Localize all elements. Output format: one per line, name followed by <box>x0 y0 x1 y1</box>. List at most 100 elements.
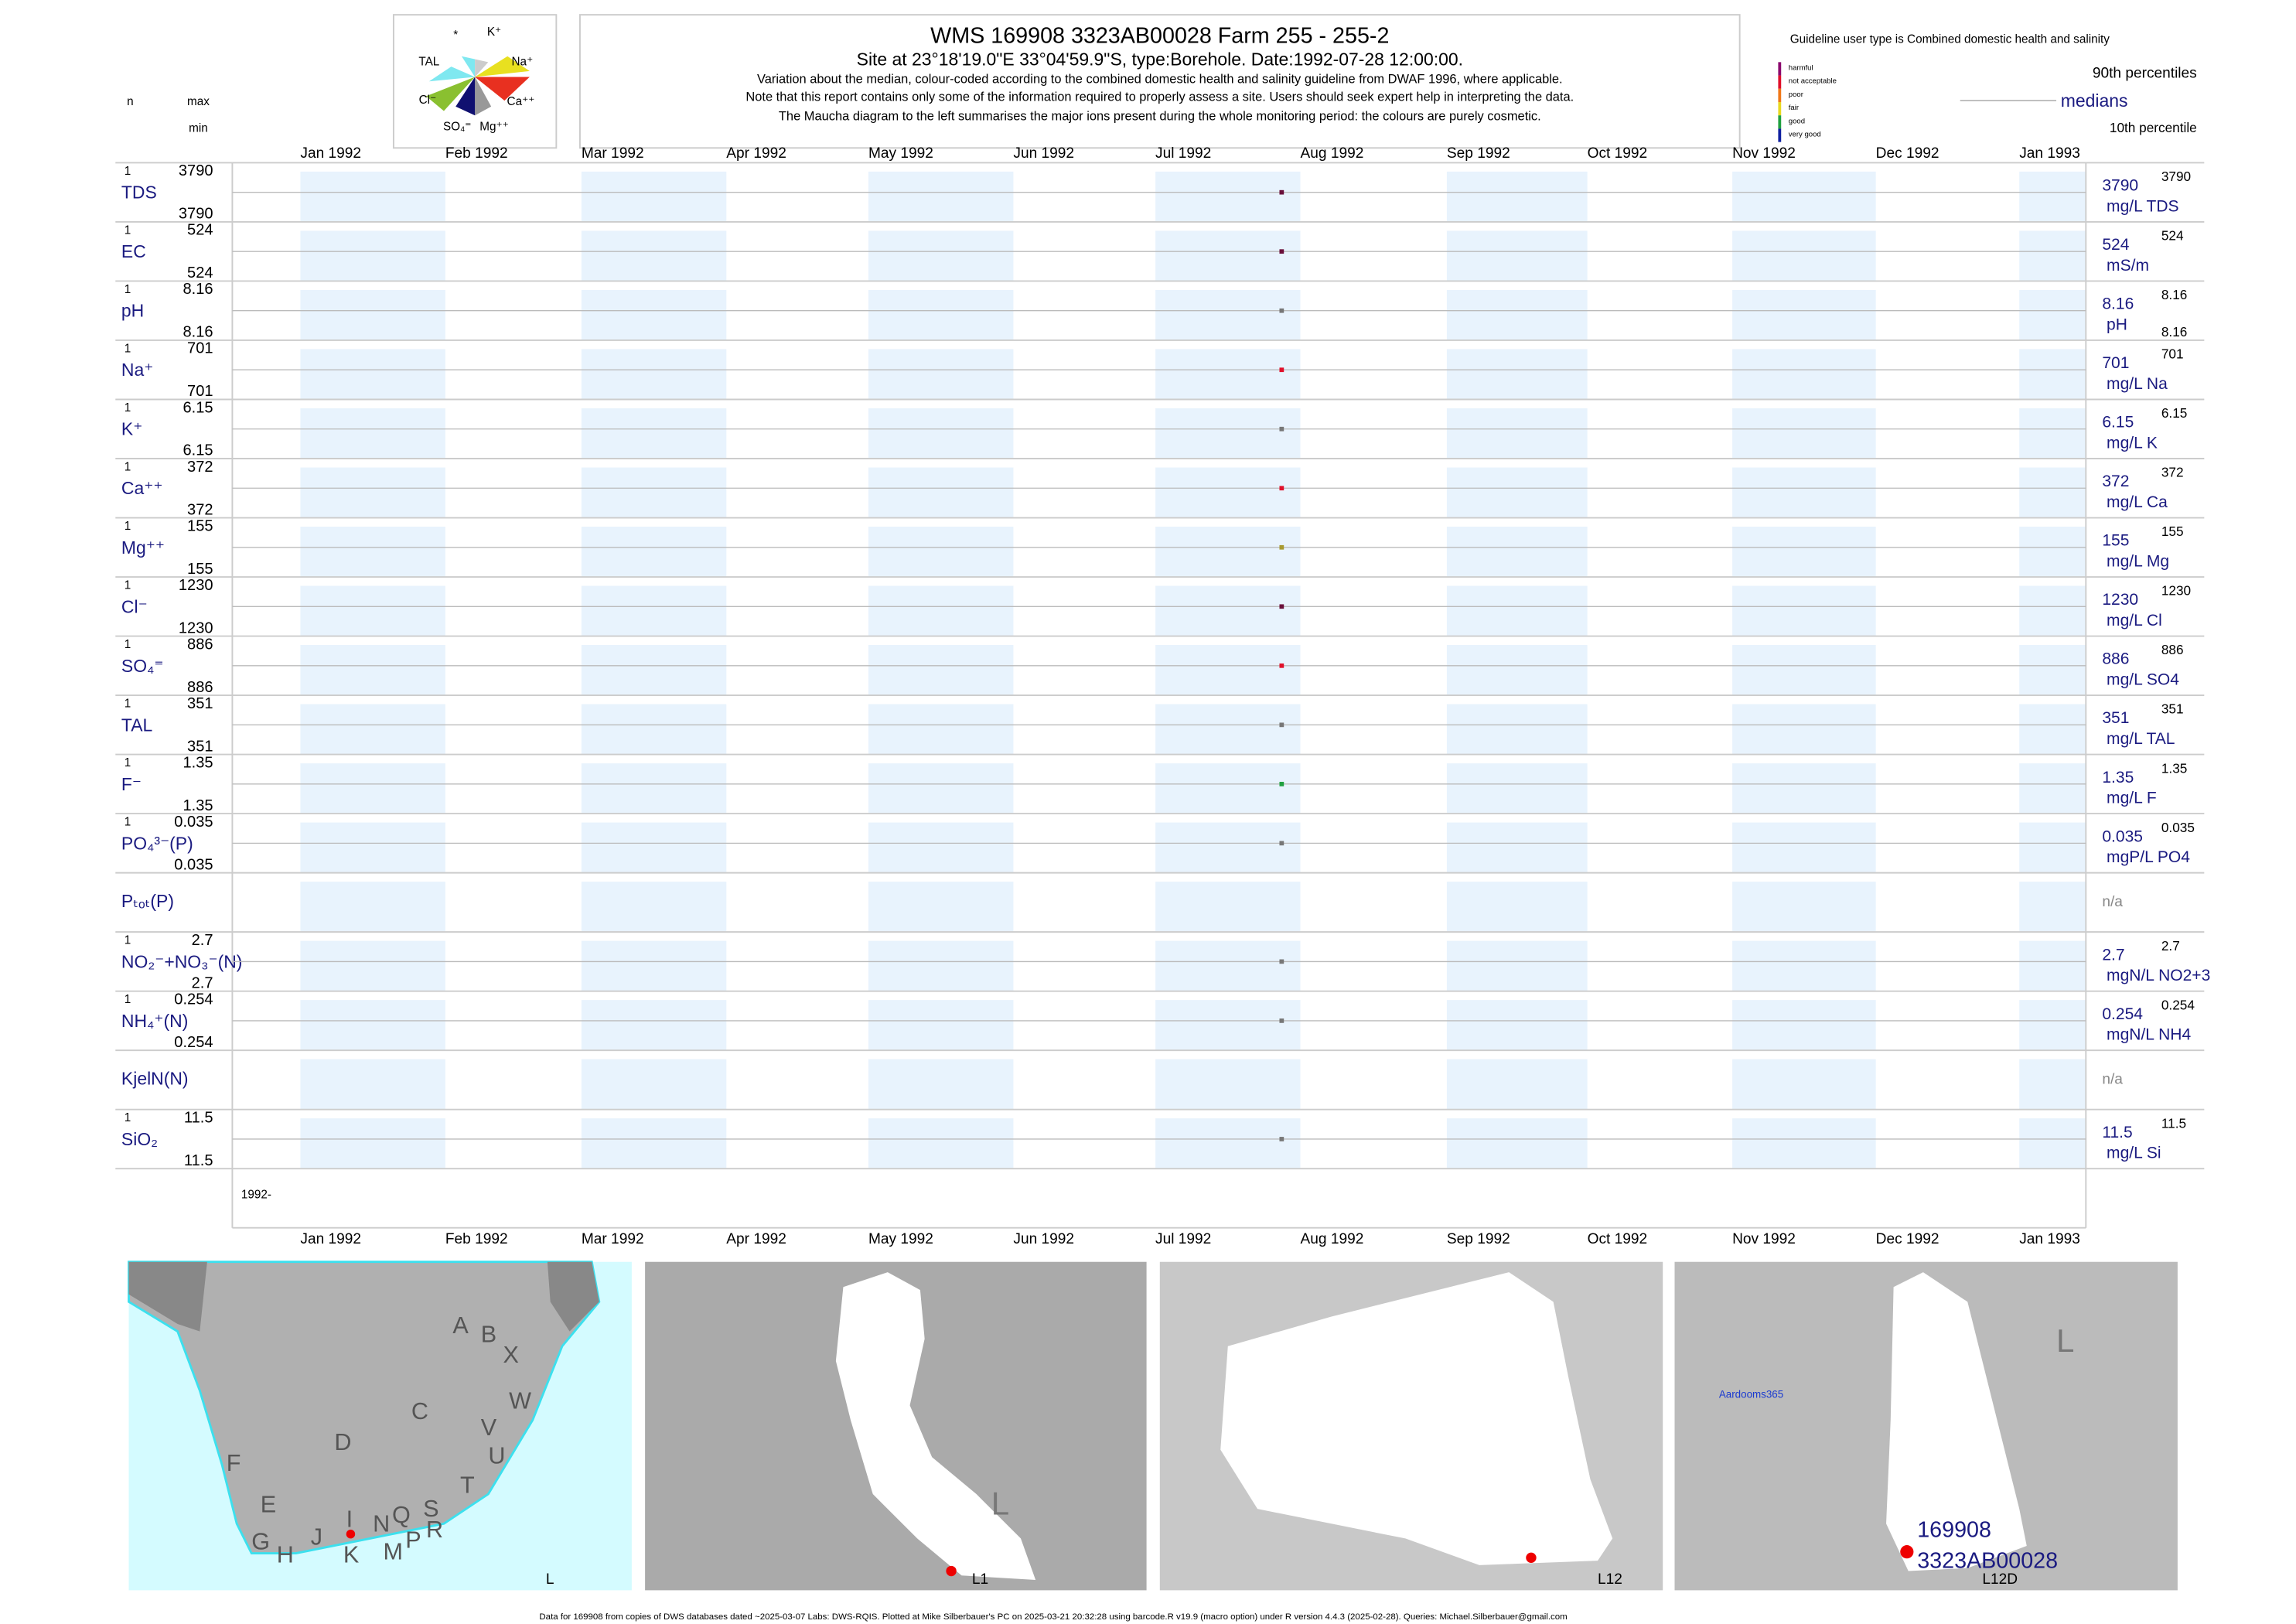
legend-lower: 10th percentile <box>2110 120 2197 135</box>
data-point <box>1279 367 1284 373</box>
legend-swatch <box>1778 115 1782 129</box>
legend-class: harmful <box>1789 64 1813 73</box>
n-label: 1 <box>125 698 131 711</box>
month-band <box>300 467 445 518</box>
maucha-diagram <box>425 56 530 116</box>
month-band <box>1732 882 1876 933</box>
month-band <box>1155 171 1301 222</box>
map-label: F <box>227 1450 241 1476</box>
map-label: L12 <box>1598 1571 1622 1588</box>
median-label: 1.35 <box>2102 769 2134 786</box>
site-dot <box>1526 1552 1537 1563</box>
month-band <box>2019 704 2086 755</box>
month-band <box>868 822 1014 873</box>
legend-median: medians <box>2061 90 2128 111</box>
month-band <box>1446 349 1588 400</box>
x-tick-label: Sep 1992 <box>1447 145 1510 162</box>
min-label: 155 <box>187 561 213 578</box>
row-label: TAL <box>121 715 152 735</box>
maucha-label: TAL <box>418 55 439 68</box>
map-label: L <box>2056 1322 2074 1359</box>
legend-swatch <box>1778 62 1782 76</box>
unit-label: mg/L Mg <box>2107 552 2169 570</box>
unit-label: mg/L TAL <box>2107 730 2175 748</box>
x-tick-label: May 1992 <box>868 145 933 162</box>
month-band <box>868 171 1014 222</box>
legend-class: not acceptable <box>1789 77 1837 86</box>
map-label: W <box>509 1388 531 1414</box>
month-band <box>2019 1000 2086 1051</box>
row-label: KjelN(N) <box>121 1068 189 1088</box>
month-band <box>1155 1118 1301 1169</box>
month-band <box>581 289 727 340</box>
legend-swatch <box>1778 101 1782 116</box>
max-label: 0.254 <box>174 991 213 1008</box>
x-tick-label: Jan 1993 <box>2019 145 2080 162</box>
map-label: L <box>546 1571 554 1588</box>
n-label: 1 <box>125 165 131 178</box>
x-tick-label: Apr 1992 <box>726 1231 786 1247</box>
row-label: EC <box>121 241 146 261</box>
map-land <box>128 1261 601 1554</box>
month-band <box>1732 940 1876 991</box>
legend-upper: 90th percentiles <box>2093 66 2197 82</box>
data-point <box>1279 1018 1284 1023</box>
month-band <box>1446 230 1588 281</box>
subtitle: Site at 23°18'19.0"E 33°04'59.9"S, type:… <box>857 49 1463 69</box>
row-label: pH <box>121 301 144 321</box>
month-band <box>581 171 727 222</box>
map-label: K <box>343 1541 360 1568</box>
month-band <box>581 645 727 696</box>
month-band <box>1446 1059 1588 1110</box>
month-band <box>1446 940 1588 991</box>
month-band <box>1155 408 1301 459</box>
month-band <box>1155 526 1301 578</box>
month-band <box>868 585 1014 636</box>
unit-label: mS/m <box>2107 257 2149 275</box>
month-band <box>868 349 1014 400</box>
x-tick-label: Feb 1992 <box>445 1231 508 1247</box>
data-point <box>1279 544 1284 550</box>
row-label: NO₂⁻+NO₃⁻(N) <box>121 951 243 971</box>
maucha-label: Cl⁻ <box>419 94 437 107</box>
x-tick-label: Jul 1992 <box>1155 1231 1211 1247</box>
guideline-text: Guideline user type is Combined domestic… <box>1790 33 2110 46</box>
month-band <box>868 763 1014 814</box>
median-label: 0.035 <box>2102 827 2143 845</box>
x-tick-label: Jul 1992 <box>1155 145 1211 162</box>
min-label: 1230 <box>179 619 213 636</box>
month-band <box>581 467 727 518</box>
map-3 <box>1159 1261 1663 1591</box>
n-label: 1 <box>125 993 131 1006</box>
month-band <box>1732 1118 1876 1169</box>
x-tick-label: Jun 1992 <box>1013 145 1074 162</box>
min-label: 3790 <box>179 206 213 223</box>
month-band <box>1446 289 1588 340</box>
month-band <box>300 408 445 459</box>
month-band <box>581 585 727 636</box>
max-label: 3790 <box>179 162 213 179</box>
month-band <box>868 467 1014 518</box>
p90-label: 2.7 <box>2161 938 2180 954</box>
month-band <box>1155 882 1301 933</box>
median-label: 0.254 <box>2102 1005 2143 1023</box>
month-band <box>1155 704 1301 755</box>
data-point <box>1279 426 1284 432</box>
map-label: L <box>991 1485 1009 1521</box>
month-band <box>300 526 445 578</box>
column-head: n <box>127 95 134 108</box>
month-band <box>2019 822 2086 873</box>
month-band <box>2019 526 2086 578</box>
month-band <box>1155 349 1301 400</box>
month-band <box>581 1000 727 1051</box>
month-band <box>1446 1118 1588 1169</box>
unit-label: mg/L SO4 <box>2107 671 2179 689</box>
month-band <box>300 230 445 281</box>
p10-label: 8.16 <box>2161 324 2187 339</box>
month-band <box>1732 349 1876 400</box>
maucha-label: Na⁺ <box>512 55 534 68</box>
month-band <box>1446 645 1588 696</box>
month-band <box>2019 585 2086 636</box>
unit-label: mgN/L NO2+3 <box>2107 967 2210 984</box>
site-dot <box>1900 1545 1914 1559</box>
